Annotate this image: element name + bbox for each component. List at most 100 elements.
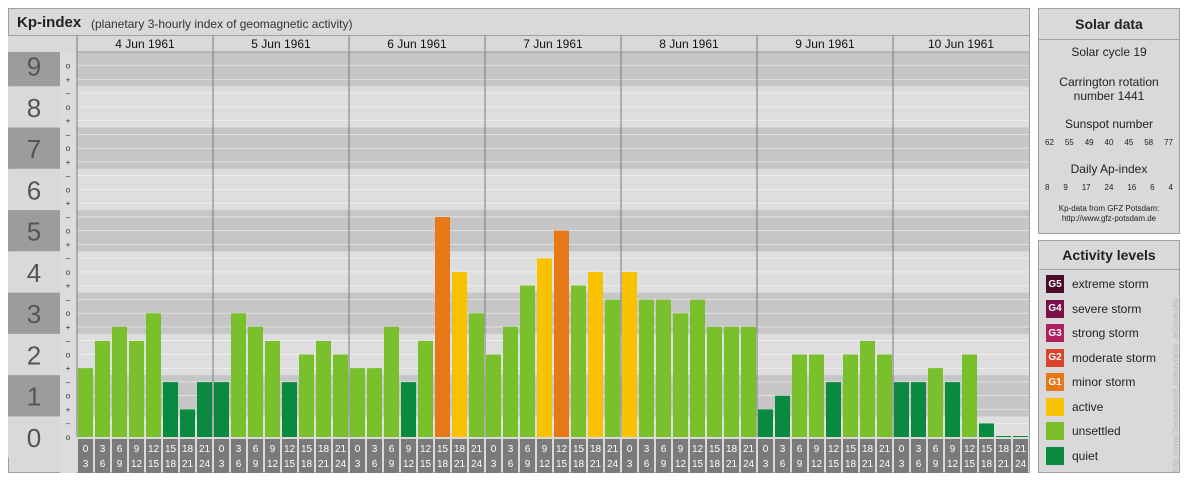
interval-start-label: 0 [491, 444, 497, 455]
legend-label: extreme storm [1072, 277, 1149, 291]
kp-bar [826, 382, 841, 437]
activity-levels-panel: Activity levels G5 extreme storm G4 severe … [1038, 240, 1180, 473]
y-minor-label: – [66, 337, 71, 346]
interval-start-label: 21 [743, 444, 755, 455]
y-tick-label: 9 [27, 52, 41, 82]
sunspot-value: 49 [1084, 138, 1094, 147]
interval-end-label: 9 [389, 459, 395, 470]
watermark-url: http://www.theusaenrde.at/aurora/kp_arch… [1171, 297, 1180, 472]
interval-start-label: 3 [236, 444, 242, 455]
y-minor-label: – [66, 213, 71, 222]
interval-box [809, 439, 824, 473]
interval-start-label: 15 [573, 444, 585, 455]
interval-box [860, 439, 875, 473]
interval-box [503, 439, 518, 473]
interval-start-label: 9 [406, 444, 412, 455]
interval-start-label: 6 [253, 444, 259, 455]
ap-value: 16 [1127, 183, 1137, 192]
sunspot-value: 62 [1045, 138, 1054, 147]
interval-start-label: 3 [644, 444, 650, 455]
interval-box [452, 439, 467, 473]
interval-start-label: 18 [726, 444, 738, 455]
interval-end-label: 9 [933, 459, 939, 470]
y-minor-label: o [66, 62, 71, 71]
interval-end-label: 24 [879, 459, 891, 470]
kp-bar [129, 340, 144, 437]
y-minor-label: – [66, 254, 71, 263]
y-minor-label: o [66, 268, 71, 277]
interval-start-label: 0 [219, 444, 225, 455]
kp-bar [622, 271, 637, 437]
y-minor-label: + [66, 75, 71, 84]
interval-start-label: 12 [964, 444, 976, 455]
interval-start-label: 15 [165, 444, 177, 455]
interval-box [231, 439, 246, 473]
legend-label: strong storm [1072, 326, 1139, 340]
y-tick-label: 8 [27, 93, 41, 123]
kp-bar [112, 326, 127, 437]
interval-start-label: 0 [83, 444, 89, 455]
kp-bar [707, 326, 722, 437]
interval-start-label: 6 [117, 444, 123, 455]
interval-end-label: 18 [573, 459, 585, 470]
interval-start-label: 21 [199, 444, 211, 455]
interval-end-label: 24 [199, 459, 211, 470]
ap-value: 17 [1081, 183, 1091, 192]
legend-label: quiet [1072, 448, 1099, 463]
kp-bar [350, 368, 365, 437]
legend-item: G3 strong storm [1046, 324, 1139, 342]
sunspot-value: 77 [1164, 138, 1173, 147]
kp-bar [792, 354, 807, 437]
interval-start-label: 0 [763, 444, 769, 455]
interval-start-label: 12 [828, 444, 840, 455]
y-minor-label: + [66, 364, 71, 373]
kp-bar [469, 313, 484, 437]
ap-values: 8 9 17 24 16 6 4 [1045, 183, 1173, 192]
interval-start-label: 12 [556, 444, 568, 455]
kp-bar [911, 382, 926, 437]
divider [1039, 269, 1179, 270]
legend-label: unsettled [1072, 424, 1121, 438]
kp-bar [605, 299, 620, 437]
legend-swatch: G5 [1046, 275, 1064, 293]
interval-box [537, 439, 552, 473]
interval-start-label: 6 [525, 444, 531, 455]
interval-box [265, 439, 280, 473]
interval-box [945, 439, 960, 473]
y-minor-label: + [66, 117, 71, 126]
interval-end-label: 3 [355, 459, 361, 470]
interval-end-label: 15 [692, 459, 704, 470]
y-minor-label: o [66, 433, 71, 442]
interval-start-label: 3 [780, 444, 786, 455]
kp-bar [860, 340, 875, 437]
kp-bar [639, 299, 654, 437]
kp-bar [95, 340, 110, 437]
interval-start-label: 15 [709, 444, 721, 455]
y-axis-top [8, 36, 77, 52]
interval-end-label: 12 [267, 459, 279, 470]
interval-box [554, 439, 569, 473]
plot-band [77, 416, 1029, 437]
carrington-rotation-label: Carrington rotation [1059, 75, 1159, 89]
interval-start-label: 18 [998, 444, 1010, 455]
interval-box [588, 439, 603, 473]
interval-box [877, 439, 892, 473]
interval-start-label: 0 [627, 444, 633, 455]
interval-end-label: 9 [661, 459, 667, 470]
legend-item: G2 moderate storm [1046, 348, 1156, 367]
interval-start-label: 18 [318, 444, 330, 455]
y-band [8, 52, 60, 87]
interval-box [78, 439, 93, 473]
interval-start-label: 21 [879, 444, 891, 455]
interval-end-label: 12 [947, 459, 959, 470]
interval-end-label: 24 [1015, 459, 1027, 470]
interval-start-label: 18 [590, 444, 602, 455]
y-minor-label: o [66, 350, 71, 359]
interval-box [928, 439, 943, 473]
legend-swatch: G4 [1046, 299, 1064, 318]
interval-end-label: 6 [508, 459, 514, 470]
interval-end-label: 15 [556, 459, 568, 470]
interval-end-label: 24 [471, 459, 483, 470]
interval-box [180, 439, 195, 473]
interval-box [435, 439, 450, 473]
